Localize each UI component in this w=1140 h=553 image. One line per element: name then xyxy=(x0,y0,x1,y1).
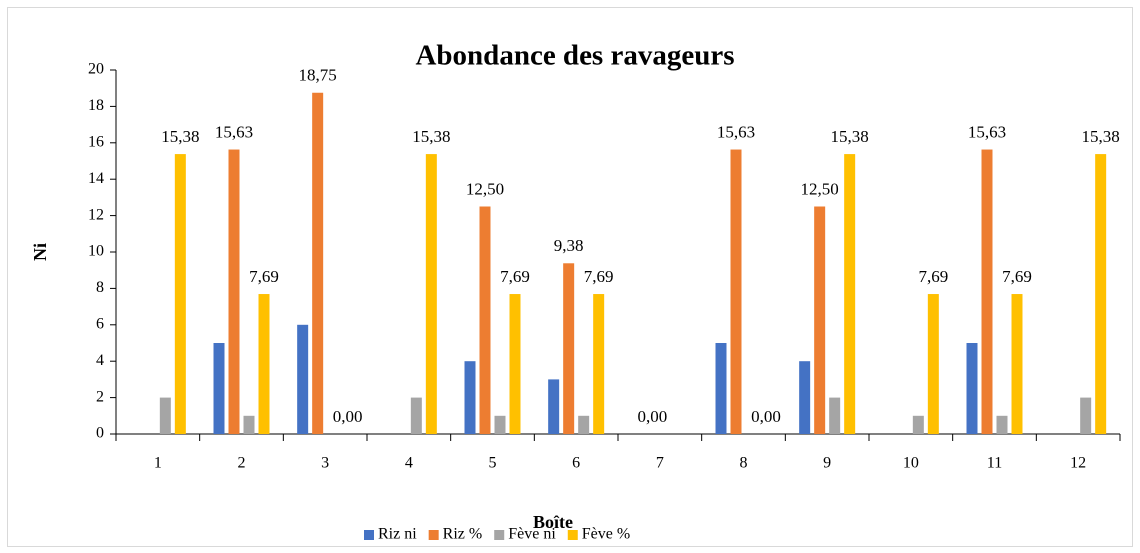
data-label: 18,75 xyxy=(299,66,337,85)
data-label: 15,63 xyxy=(717,122,755,141)
bar xyxy=(829,397,841,434)
data-label: 0,00 xyxy=(751,407,781,426)
bar xyxy=(715,343,727,434)
y-tick-label: 16 xyxy=(88,133,104,150)
data-label: 0,00 xyxy=(637,407,667,426)
legend-swatch xyxy=(494,530,505,540)
y-tick-label: 4 xyxy=(96,352,104,369)
bar xyxy=(509,294,521,434)
y-tick-label: 8 xyxy=(96,279,104,296)
data-label: 15,38 xyxy=(831,127,869,146)
bar xyxy=(228,149,240,434)
bar xyxy=(1095,154,1107,435)
x-tick-label: 1 xyxy=(154,455,162,472)
data-label: 7,69 xyxy=(249,267,279,286)
x-axis-label: Boîte xyxy=(533,512,573,532)
bar xyxy=(213,343,225,434)
bar xyxy=(981,149,993,434)
x-tick-label: 10 xyxy=(903,455,919,472)
bar xyxy=(966,343,978,434)
data-label: 7,69 xyxy=(1002,267,1032,286)
y-tick-label: 2 xyxy=(96,388,104,405)
data-label: 12,50 xyxy=(466,179,504,198)
legend-label: Riz % xyxy=(443,526,483,543)
legend-label: Fève % xyxy=(582,526,630,543)
data-label: 0,00 xyxy=(333,407,363,426)
bar xyxy=(563,263,575,434)
x-tick-label: 8 xyxy=(740,455,748,472)
x-tick-label: 9 xyxy=(823,455,831,472)
bar xyxy=(312,92,324,434)
x-tick-label: 5 xyxy=(489,455,497,472)
bar xyxy=(258,294,270,434)
x-tick-label: 11 xyxy=(987,455,1002,472)
x-tick-label: 6 xyxy=(572,455,580,472)
data-label: 15,63 xyxy=(968,122,1006,141)
bar xyxy=(425,154,437,435)
y-tick-label: 6 xyxy=(96,315,104,332)
legend-swatch xyxy=(364,530,374,540)
bar xyxy=(479,206,491,434)
y-tick-label: 12 xyxy=(88,206,104,223)
bar xyxy=(730,149,742,434)
bar xyxy=(1011,294,1023,434)
data-label: 15,38 xyxy=(161,127,199,146)
data-label: 15,63 xyxy=(215,122,253,141)
x-tick-label: 12 xyxy=(1070,455,1086,472)
bar xyxy=(494,415,506,434)
data-label: 7,69 xyxy=(918,267,948,286)
chart-title: Abondance des ravageurs xyxy=(415,40,734,72)
bar xyxy=(464,361,476,434)
y-tick-label: 0 xyxy=(96,425,104,442)
x-tick-label: 3 xyxy=(321,455,329,472)
y-tick-label: 18 xyxy=(88,97,104,114)
data-label: 15,38 xyxy=(412,127,450,146)
bar xyxy=(243,415,255,434)
bar xyxy=(174,154,186,435)
bar xyxy=(297,324,309,434)
y-tick-label: 20 xyxy=(88,61,104,78)
data-label: 15,38 xyxy=(1082,127,1120,146)
bar xyxy=(159,397,171,434)
bar xyxy=(410,397,422,434)
bar xyxy=(799,361,811,434)
x-tick-label: 7 xyxy=(656,455,664,472)
bar xyxy=(593,294,605,434)
y-tick-label: 14 xyxy=(88,170,104,187)
bar xyxy=(548,379,560,434)
y-tick-label: 10 xyxy=(88,243,104,260)
bar xyxy=(996,415,1008,434)
data-label: 12,50 xyxy=(801,179,839,198)
legend-swatch xyxy=(428,530,439,540)
x-tick-label: 4 xyxy=(405,455,413,472)
data-label: 9,38 xyxy=(554,236,584,255)
bar xyxy=(927,294,939,434)
legend-label: Riz ni xyxy=(378,526,417,543)
bar xyxy=(1080,397,1092,434)
x-tick-label: 2 xyxy=(238,455,246,472)
data-label: 7,69 xyxy=(584,267,614,286)
y-axis-label: Ni xyxy=(30,243,50,261)
bar xyxy=(912,415,924,434)
legend-label: Fève ni xyxy=(508,526,556,543)
bar xyxy=(844,154,856,435)
data-label: 7,69 xyxy=(500,267,530,286)
legend-swatch xyxy=(567,530,578,540)
bar xyxy=(578,415,590,434)
bar xyxy=(814,206,826,434)
